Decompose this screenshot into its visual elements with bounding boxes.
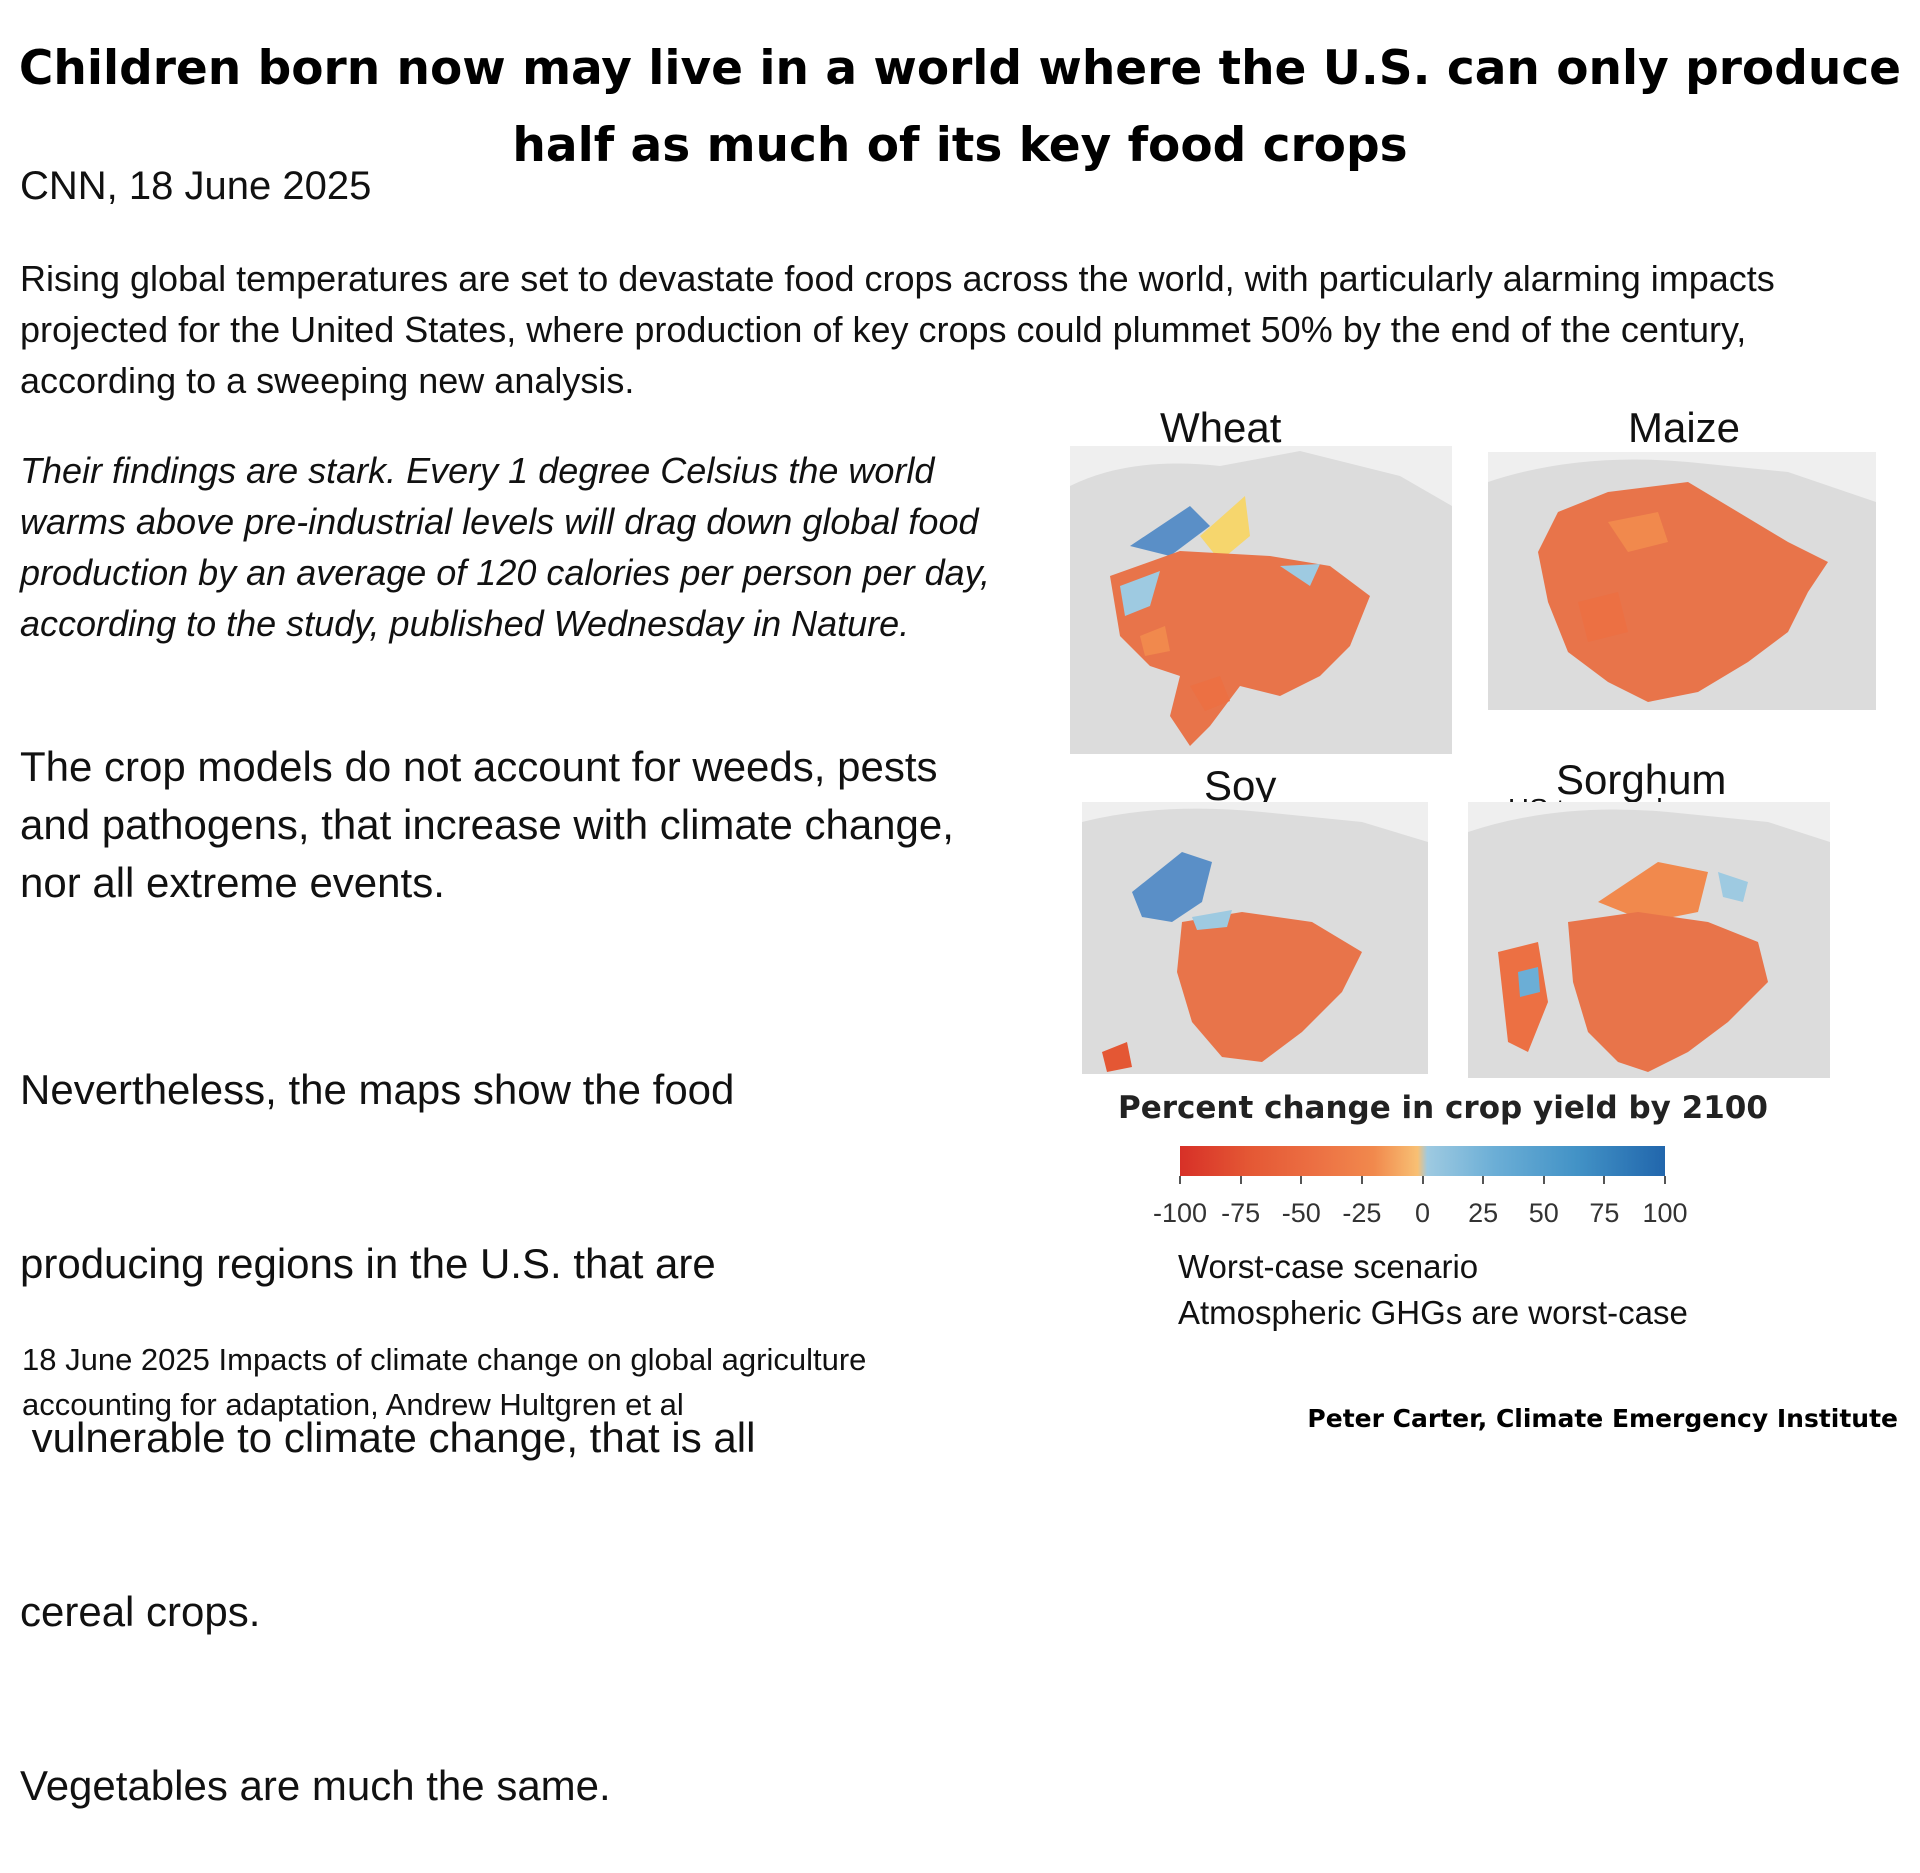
source-line: CNN, 18 June 2025 — [20, 164, 372, 208]
wheat-map-label: Wheat — [1160, 404, 1282, 451]
nevertheless-line-4: cereal crops. — [20, 1588, 261, 1635]
soy-map — [1082, 802, 1428, 1074]
author-credit: Peter Carter, Climate Emergency Institut… — [1307, 1404, 1898, 1433]
scale-tickmark — [1421, 1176, 1424, 1184]
scale-tick-label: -100 — [1152, 1198, 1208, 1228]
scale-tickmark — [1360, 1176, 1363, 1184]
nevertheless-line-5: Vegetables are much the same. — [20, 1762, 611, 1809]
scenario-line-2: Atmospheric GHGs are worst-case — [1178, 1294, 1688, 1331]
reference-line-2: accounting for adaptation, Andrew Hultgr… — [22, 1387, 684, 1422]
scale-tickmark — [1542, 1176, 1545, 1184]
maize-map — [1488, 452, 1876, 710]
headline-line-1: Children born now may live in a world wh… — [18, 41, 1902, 96]
sorghum-map — [1468, 802, 1830, 1078]
scale-tick-label: 50 — [1528, 1198, 1559, 1228]
reference-line-1: 18 June 2025 Impacts of climate change o… — [22, 1342, 867, 1377]
scale-tickmark — [1239, 1176, 1242, 1184]
wheat-map — [1070, 446, 1452, 754]
soy-map-graphic — [1082, 802, 1428, 1074]
nevertheless-line-2: producing regions in the U.S. that are — [20, 1240, 716, 1287]
maize-map-label: Maize — [1628, 404, 1741, 451]
scale-tickmark — [1300, 1176, 1303, 1184]
scale-tickmark — [1664, 1176, 1666, 1184]
headline-line-2: half as much of its key food crops — [512, 118, 1408, 173]
scenario-line-1: Worst-case scenario — [1178, 1248, 1479, 1285]
scale-tickmark — [1482, 1176, 1485, 1184]
maize-map-graphic — [1488, 452, 1876, 710]
intro-paragraph: Rising global temperatures are set to de… — [20, 258, 1775, 401]
scale-tick-label: 0 — [1414, 1198, 1431, 1228]
sorghum-map-label: Sorghum — [1556, 756, 1727, 803]
scale-title: Percent change in crop yield by 2100 — [1118, 1090, 1768, 1126]
headline: Children born now may live in a world wh… — [0, 30, 1920, 184]
scale-tickmark — [1179, 1176, 1181, 1184]
scale-tick-label: -25 — [1342, 1198, 1382, 1228]
nevertheless-line-1: Nevertheless, the maps show the food — [20, 1066, 735, 1113]
wheat-map-graphic — [1070, 446, 1452, 754]
models-note-paragraph: The crop models do not account for weeds… — [20, 743, 954, 906]
scale-tick-label: -75 — [1221, 1198, 1261, 1228]
scale-tick-label: 25 — [1468, 1198, 1499, 1228]
reference-citation: 18 June 2025 Impacts of climate change o… — [22, 1337, 1072, 1427]
soy-map-label: Soy — [1204, 762, 1277, 809]
scale-colorbar — [1180, 1146, 1665, 1176]
scale-tick-label: -50 — [1281, 1198, 1321, 1228]
sorghum-map-graphic — [1468, 802, 1830, 1078]
scale-tickmark — [1603, 1176, 1606, 1184]
quote-paragraph: Their findings are stark. Every 1 degree… — [20, 450, 990, 644]
scale-tick-label: 75 — [1589, 1198, 1620, 1228]
scale-tick-label: 100 — [1642, 1198, 1688, 1228]
